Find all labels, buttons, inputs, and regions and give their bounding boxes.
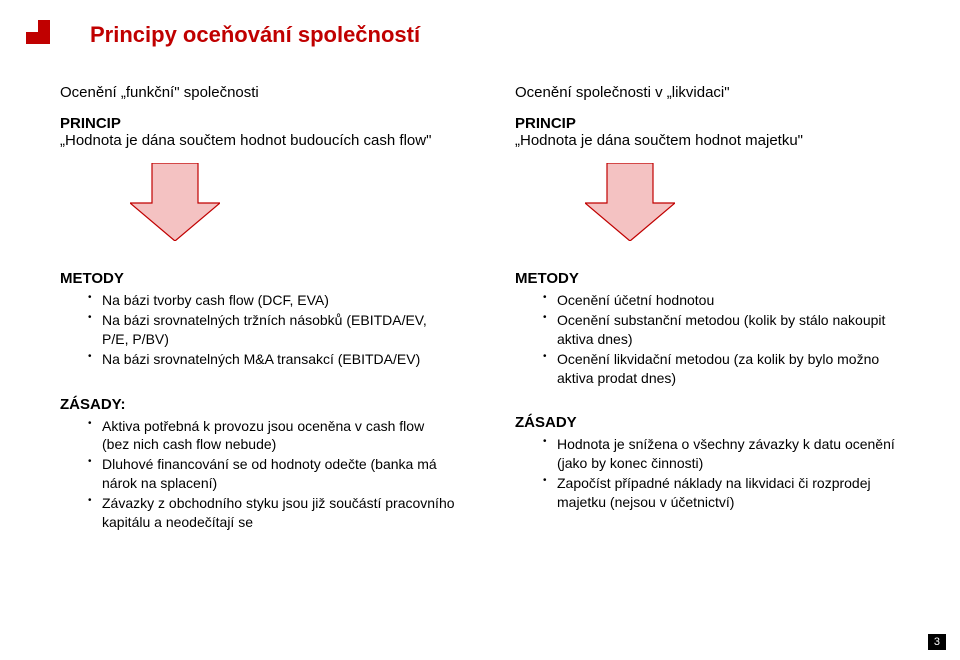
right-methods-list: Ocenění účetní hodnotou Ocenění substanč… — [515, 291, 910, 387]
left-methods-label: METODY — [60, 270, 455, 287]
left-column: Ocenění „funkční" společnosti PRINCIP „H… — [60, 84, 455, 533]
right-arrow — [585, 163, 910, 246]
page-number: 3 — [928, 634, 946, 650]
right-column: Ocenění společnosti v „likvidaci" PRINCI… — [515, 84, 910, 533]
logo-square — [38, 32, 50, 44]
slide-page: Principy oceňování společností Ocenění „… — [0, 0, 960, 660]
list-item: Aktiva potřebná k provozu jsou oceněna v… — [88, 417, 455, 455]
right-methods-label: METODY — [515, 270, 910, 287]
list-item: Ocenění účetní hodnotou — [543, 291, 910, 310]
right-principle-text: „Hodnota je dána součtem hodnot majetku" — [515, 132, 910, 149]
columns-container: Ocenění „funkční" společnosti PRINCIP „H… — [60, 84, 910, 533]
right-principle-label: PRINCIP — [515, 115, 910, 132]
list-item: Hodnota je snížena o všechny závazky k d… — [543, 435, 910, 473]
right-zasady-label: ZÁSADY — [515, 414, 910, 431]
logo-square — [38, 20, 50, 32]
page-title: Principy oceňování společností — [90, 22, 910, 48]
list-item: Na bázi tvorby cash flow (DCF, EVA) — [88, 291, 455, 310]
left-heading: Ocenění „funkční" společnosti — [60, 84, 455, 101]
arrow-path — [130, 163, 220, 241]
list-item: Dluhové financování se od hodnoty odečte… — [88, 455, 455, 493]
right-heading: Ocenění společnosti v „likvidaci" — [515, 84, 910, 101]
left-zasady-label: ZÁSADY: — [60, 396, 455, 413]
list-item: Na bázi srovnatelných M&A transakcí (EBI… — [88, 350, 455, 369]
left-zasady-list: Aktiva potřebná k provozu jsou oceněna v… — [60, 417, 455, 532]
down-arrow-icon — [130, 163, 220, 241]
down-arrow-icon — [585, 163, 675, 241]
right-zasady-list: Hodnota je snížena o všechny závazky k d… — [515, 435, 910, 512]
list-item: Závazky z obchodního styku jsou již souč… — [88, 494, 455, 532]
list-item: Započíst případné náklady na likvidaci č… — [543, 474, 910, 512]
left-principle-label: PRINCIP — [60, 115, 455, 132]
list-item: Ocenění substanční metodou (kolik by stá… — [543, 311, 910, 349]
left-principle-text: „Hodnota je dána součtem hodnot budoucíc… — [60, 132, 455, 149]
logo-square — [26, 32, 38, 44]
arrow-path — [585, 163, 675, 241]
list-item: Ocenění likvidační metodou (za kolik by … — [543, 350, 910, 388]
left-methods-list: Na bázi tvorby cash flow (DCF, EVA) Na b… — [60, 291, 455, 369]
list-item: Na bázi srovnatelných tržních násobků (E… — [88, 311, 455, 349]
left-arrow — [130, 163, 455, 246]
